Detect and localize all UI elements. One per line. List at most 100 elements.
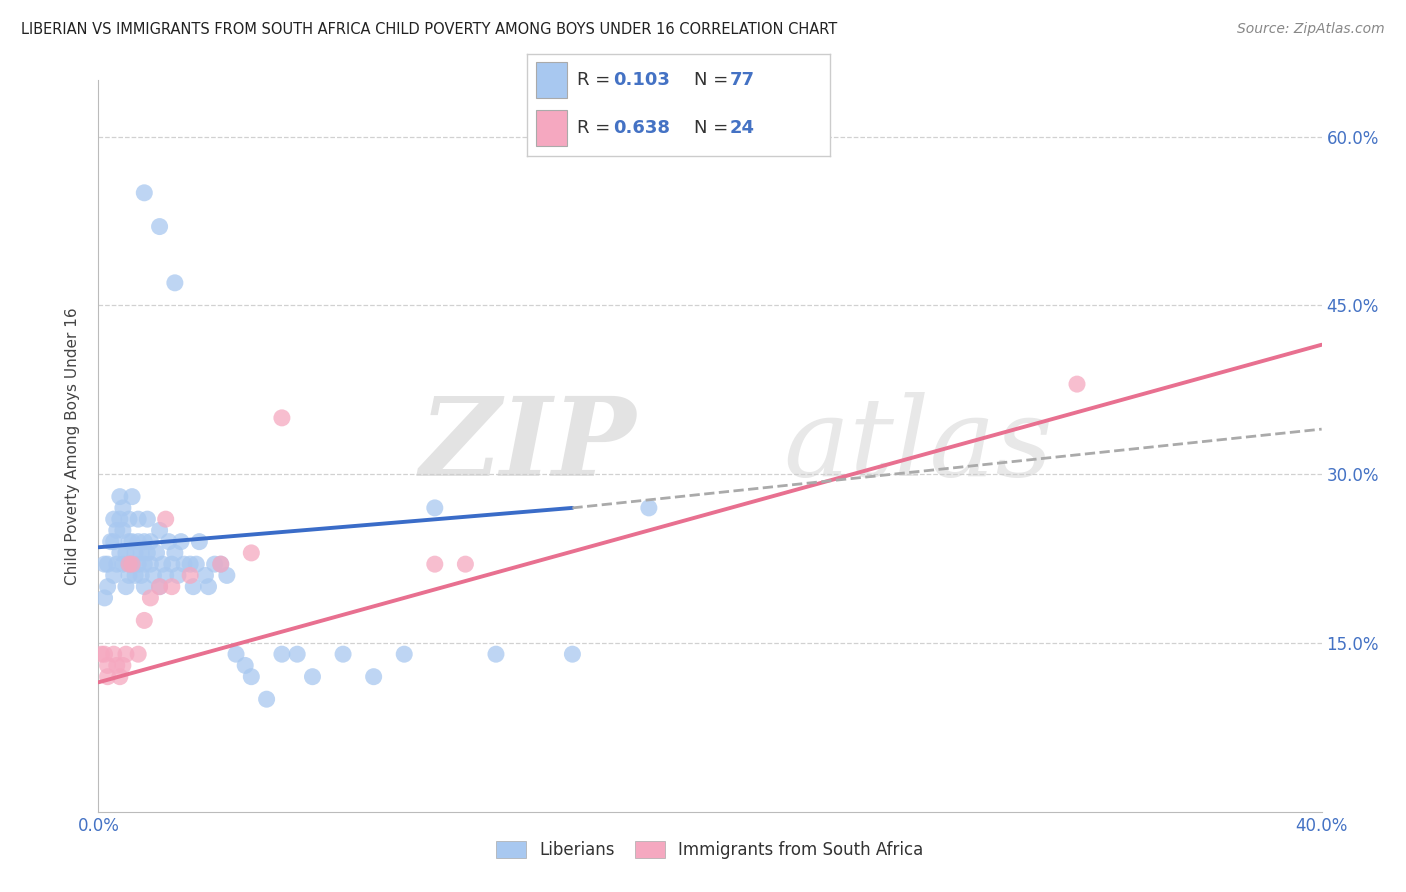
Point bbox=[149, 219, 172, 234]
Point bbox=[129, 546, 152, 560]
Point bbox=[121, 534, 143, 549]
Point bbox=[115, 580, 138, 594]
Point bbox=[136, 546, 159, 560]
Point bbox=[160, 580, 183, 594]
Point bbox=[129, 568, 152, 582]
Y-axis label: Child Poverty Among Boys Under 16: Child Poverty Among Boys Under 16 bbox=[65, 307, 80, 585]
Point bbox=[270, 647, 292, 661]
Point bbox=[111, 524, 134, 538]
Point bbox=[197, 580, 219, 594]
Text: LIBERIAN VS IMMIGRANTS FROM SOUTH AFRICA CHILD POVERTY AMONG BOYS UNDER 16 CORRE: LIBERIAN VS IMMIGRANTS FROM SOUTH AFRICA… bbox=[21, 22, 838, 37]
Point bbox=[118, 557, 141, 571]
Point bbox=[423, 557, 446, 571]
Point bbox=[108, 546, 131, 560]
Point bbox=[157, 534, 180, 549]
Point bbox=[163, 546, 186, 560]
Point bbox=[454, 557, 477, 571]
Point bbox=[93, 557, 115, 571]
Point bbox=[188, 534, 211, 549]
Point bbox=[105, 557, 128, 571]
Point bbox=[209, 557, 232, 571]
Point bbox=[637, 500, 661, 515]
Point bbox=[139, 591, 162, 605]
Point bbox=[105, 658, 128, 673]
Point bbox=[124, 568, 146, 582]
Point bbox=[240, 546, 263, 560]
Point bbox=[108, 512, 131, 526]
Text: 24: 24 bbox=[730, 119, 755, 136]
Point bbox=[139, 534, 162, 549]
Point bbox=[186, 557, 208, 571]
Point bbox=[155, 568, 177, 582]
Point bbox=[142, 568, 165, 582]
Point bbox=[121, 490, 143, 504]
Point bbox=[100, 534, 122, 549]
Point bbox=[204, 557, 226, 571]
Point bbox=[149, 580, 172, 594]
Point bbox=[134, 534, 156, 549]
Point bbox=[103, 568, 125, 582]
Point bbox=[103, 512, 125, 526]
Point bbox=[194, 568, 217, 582]
Point bbox=[118, 568, 141, 582]
Point bbox=[111, 557, 134, 571]
Text: Source: ZipAtlas.com: Source: ZipAtlas.com bbox=[1237, 22, 1385, 37]
Point bbox=[111, 658, 134, 673]
Point bbox=[97, 557, 120, 571]
Point bbox=[240, 670, 263, 684]
Text: N =: N = bbox=[693, 70, 734, 88]
FancyBboxPatch shape bbox=[536, 110, 567, 145]
Point bbox=[127, 557, 149, 571]
Point bbox=[209, 557, 232, 571]
Point bbox=[111, 500, 134, 515]
Point bbox=[124, 546, 146, 560]
Point bbox=[139, 557, 162, 571]
Text: ZIP: ZIP bbox=[420, 392, 637, 500]
Point bbox=[97, 670, 120, 684]
Point bbox=[127, 534, 149, 549]
Point bbox=[105, 524, 128, 538]
Point bbox=[163, 276, 186, 290]
Legend: Liberians, Immigrants from South Africa: Liberians, Immigrants from South Africa bbox=[489, 834, 931, 865]
Point bbox=[136, 512, 159, 526]
Point bbox=[363, 670, 385, 684]
Point bbox=[173, 557, 195, 571]
Text: 0.103: 0.103 bbox=[613, 70, 671, 88]
Point bbox=[97, 580, 120, 594]
Text: R =: R = bbox=[576, 70, 616, 88]
Point bbox=[118, 534, 141, 549]
Point bbox=[160, 557, 183, 571]
Point bbox=[167, 568, 190, 582]
Text: atlas: atlas bbox=[783, 392, 1053, 500]
Point bbox=[127, 647, 149, 661]
Point bbox=[170, 534, 193, 549]
Text: 0.638: 0.638 bbox=[613, 119, 671, 136]
Point bbox=[179, 568, 201, 582]
Point bbox=[332, 647, 354, 661]
Point bbox=[301, 670, 323, 684]
Point bbox=[121, 557, 143, 571]
Point bbox=[103, 647, 125, 661]
Text: 77: 77 bbox=[730, 70, 755, 88]
Text: R =: R = bbox=[576, 119, 616, 136]
Point bbox=[145, 546, 167, 560]
Point bbox=[90, 647, 112, 661]
Point bbox=[392, 647, 416, 661]
Point bbox=[485, 647, 508, 661]
Point bbox=[118, 557, 141, 571]
Point bbox=[149, 524, 172, 538]
Point bbox=[118, 512, 141, 526]
Point bbox=[152, 557, 174, 571]
Point bbox=[108, 490, 131, 504]
Point bbox=[127, 512, 149, 526]
Point bbox=[1066, 377, 1088, 392]
Point bbox=[285, 647, 308, 661]
Point bbox=[270, 410, 292, 425]
Point bbox=[233, 658, 256, 673]
Point bbox=[181, 580, 204, 594]
Point bbox=[215, 568, 238, 582]
Point bbox=[225, 647, 247, 661]
Point bbox=[134, 580, 156, 594]
Point bbox=[115, 546, 138, 560]
Point bbox=[115, 647, 138, 661]
